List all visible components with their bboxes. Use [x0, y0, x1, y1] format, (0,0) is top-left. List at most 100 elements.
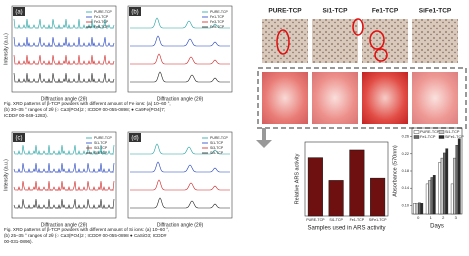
image-label: SiFe1-TCP [419, 8, 452, 15]
legend-label: PURE-TCP [420, 130, 440, 134]
y-tick-label: 0.22 [402, 152, 409, 156]
x-tick-label: 1 [430, 215, 433, 220]
legend-label: Fe5-TCP [210, 25, 225, 29]
image-grid [256, 18, 467, 148]
bar [430, 177, 434, 215]
image-label: PURE-TCP [268, 8, 302, 15]
bar [370, 177, 386, 217]
highlight [369, 30, 385, 50]
bar [443, 152, 446, 215]
y-tick-label: 0.10 [402, 203, 409, 207]
panel-label: (c) [16, 136, 23, 142]
xrd-trace [13, 36, 115, 48]
x-tick-label: 0 [417, 215, 420, 220]
panel-label: (a) [15, 10, 22, 16]
x-axis-label: Diffraction angle (2θ) [41, 222, 88, 228]
xrd-trace [13, 144, 115, 156]
micrograph [262, 19, 308, 63]
stain-row [262, 72, 458, 124]
legend-label: Si1-TCP [445, 130, 460, 134]
xrd-trace [130, 17, 230, 29]
x-tick-label: SiFe1-TCP [369, 218, 387, 222]
highlight [276, 29, 290, 55]
caption: (b) 25–35 ° ranges of 2θ (○ Ca3(PO4)2 ; … [4, 233, 167, 238]
legend-label: Fe5-TCP [94, 25, 109, 29]
legend-label: Si1-TCP [94, 141, 108, 145]
xrd-trace [13, 54, 115, 66]
legend-label: Fe1-TCP [94, 15, 109, 19]
legend-label: Si3-TCP [94, 146, 108, 150]
bar [450, 183, 454, 215]
legend-swatch [413, 130, 420, 134]
panel-label: (d) [131, 136, 138, 142]
panel-label-bg [13, 7, 25, 16]
y-axis-label: Intensity (a.u.) [3, 33, 9, 65]
bar [307, 157, 323, 217]
legend-label: Si5-TCP [210, 151, 224, 155]
bar [428, 180, 431, 215]
dashed-frame [257, 67, 467, 129]
x-tick-label: Fe1-TCP [350, 218, 365, 222]
xrd-trace [13, 162, 115, 174]
legend-label: SiFe1-TCP [445, 135, 464, 139]
x-tick-label: 3 [455, 215, 458, 220]
legend-swatch [438, 135, 445, 139]
bar [455, 144, 459, 215]
y-axis-label: Relative ARS activity [294, 153, 300, 204]
highlight [352, 18, 364, 36]
panel-label: (b) [131, 10, 138, 16]
xrd-trace [130, 197, 230, 209]
legend-label: Fe3-TCP [94, 20, 109, 24]
highlight [374, 48, 388, 62]
caption: Fig. XRD patterns of β-TCP powders with … [4, 101, 171, 106]
xrd-trace [13, 180, 115, 192]
panel-label-bg [129, 133, 141, 142]
legend-label: PURE-TCP [210, 10, 229, 14]
stain-image [362, 72, 408, 124]
micrograph [362, 19, 408, 63]
xrd-trace [130, 71, 230, 83]
micrograph [412, 19, 458, 63]
bar [415, 203, 419, 215]
y-tick-label: 0.14 [402, 186, 409, 190]
xrd-trace [13, 18, 115, 30]
stain-image [312, 72, 358, 124]
legend-label: PURE-TCP [94, 10, 113, 14]
x-axis-label: Diffraction angle (2θ) [41, 96, 88, 102]
plot-frame [304, 141, 389, 217]
caption: Fig. XRD patterns of β-TCP powders with … [4, 227, 169, 232]
bar [453, 157, 456, 215]
xrd-trace [130, 143, 230, 155]
legend-label: Fe1-TCP [420, 135, 436, 139]
x-axis-label: Diffraction angle (2θ) [157, 96, 204, 102]
y-tick-label: 0.26 [402, 135, 409, 139]
bar [413, 203, 417, 215]
legend-label: Si5-TCP [94, 151, 108, 155]
xrd-trace [130, 35, 230, 47]
legend-swatch [438, 130, 445, 134]
arrow [256, 128, 272, 148]
xrd-frame [127, 5, 233, 93]
x-axis-label: Days [430, 224, 444, 230]
bar [328, 180, 344, 217]
caption: ICDD# 00-049-1283). [4, 113, 48, 118]
bar [418, 202, 421, 215]
xrd-frame [11, 131, 117, 219]
stain-image [412, 72, 458, 124]
legend-label: Si3-TCP [210, 146, 224, 150]
legend-label: Fe3-TCP [210, 20, 225, 24]
xrd-frame [127, 131, 233, 219]
y-axis-label: Intensity (a.u.) [3, 159, 9, 191]
xrd-trace [130, 161, 230, 173]
image-label: Si1-TCP [323, 8, 349, 15]
panel-label-bg [13, 133, 25, 142]
xrd-frame [11, 5, 117, 93]
xrd-trace [130, 53, 230, 65]
micrograph-row [262, 18, 458, 63]
xrd-trace [130, 179, 230, 191]
y-tick-label: 0.18 [402, 169, 409, 173]
bar [432, 175, 436, 215]
bar [425, 183, 429, 215]
stain-image [262, 72, 308, 124]
